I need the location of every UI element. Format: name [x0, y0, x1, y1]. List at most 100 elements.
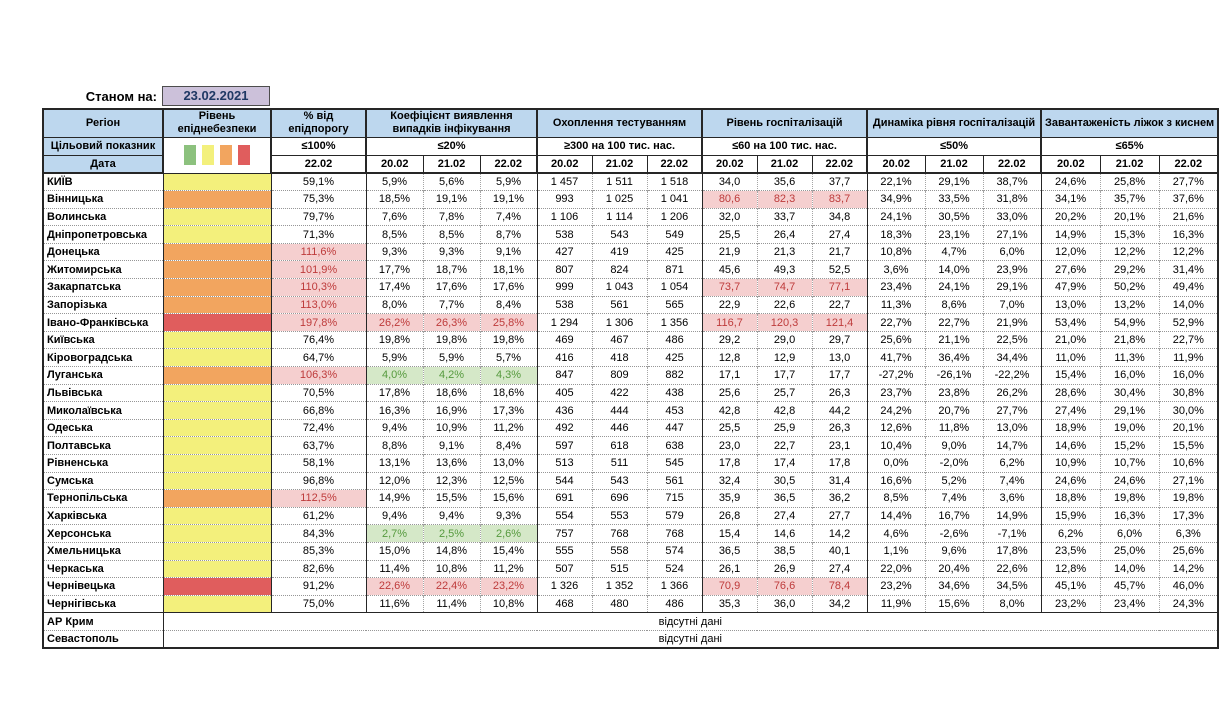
- data-cell: 78,4: [811, 577, 868, 596]
- danger-level-cell: [162, 278, 271, 297]
- data-cell: 25,9: [756, 418, 813, 437]
- data-cell: 18,8%: [1040, 489, 1101, 508]
- data-cell: 45,6: [701, 260, 758, 279]
- data-cell: 17,7: [756, 366, 813, 385]
- header-oxygen-bed-occupancy: Завантаженість ліжок з киснем: [1040, 108, 1219, 138]
- data-cell: 513: [536, 454, 592, 473]
- data-cell: 10,8%: [866, 242, 926, 261]
- data-cell: 23,1%: [924, 225, 984, 244]
- data-cell: 53,4%: [1040, 313, 1101, 332]
- data-cell: 18,1%: [479, 260, 537, 279]
- danger-level-cell: [162, 506, 271, 525]
- danger-level-cell: [162, 454, 271, 473]
- data-cell: 8,7%: [479, 225, 537, 244]
- data-cell: -7,1%: [982, 524, 1042, 543]
- data-cell: 24,2%: [866, 401, 926, 420]
- data-cell: 807: [536, 260, 592, 279]
- data-cell: 22,6%: [365, 577, 423, 596]
- data-cell: 21,3: [756, 242, 813, 261]
- table-row: Чернігівська 75,0% 11,6% 11,4% 10,8% 468 480 48…: [43, 594, 1219, 613]
- data-cell: 106,3%: [270, 366, 366, 385]
- data-cell: 9,3%: [422, 242, 480, 261]
- data-cell: 24,6%: [1099, 471, 1160, 490]
- data-cell: 23,2%: [1040, 594, 1101, 613]
- date-cell: 20.02: [1040, 154, 1101, 174]
- data-cell: 9,3%: [365, 242, 423, 261]
- data-cell: 35,7%: [1099, 190, 1160, 209]
- data-cell: 1 511: [591, 173, 647, 191]
- data-cell: 34,6%: [924, 577, 984, 596]
- data-cell: 45,7%: [1099, 577, 1160, 596]
- as-of-row: Станом на: 23.02.2021: [42, 86, 1219, 106]
- data-cell: 15,6%: [924, 594, 984, 613]
- data-cell: 25,5: [701, 418, 758, 437]
- data-cell: 6,0%: [982, 242, 1042, 261]
- data-cell: 70,9: [701, 577, 758, 596]
- data-cell: 13,0: [811, 348, 868, 367]
- data-cell: 8,8%: [365, 436, 423, 455]
- data-cell: 405: [536, 383, 592, 402]
- data-cell: 10,8%: [479, 594, 537, 613]
- data-cell: 15,6%: [479, 489, 537, 508]
- region-cell: Полтавська: [43, 436, 163, 455]
- header-detection-coefficient: Коефіцієнт виявлення випадків інфікуванн…: [365, 108, 538, 138]
- data-cell: 19,8%: [365, 330, 423, 349]
- data-cell: 82,6%: [270, 559, 366, 578]
- data-cell: 11,9%: [1158, 348, 1219, 367]
- danger-level-cell: [162, 471, 271, 490]
- table-row: Миколаївська 66,8% 16,3% 16,9% 17,3% 436 444 45…: [43, 401, 1219, 420]
- data-cell: 538: [536, 225, 592, 244]
- region-cell: Сумська: [43, 471, 163, 490]
- data-cell: 1 366: [646, 577, 703, 596]
- table-row: Сумська 96,8% 12,0% 12,3% 12,5% 544 543 561 32,4…: [43, 471, 1219, 490]
- data-cell: 15,4: [701, 524, 758, 543]
- data-cell: 638: [646, 436, 703, 455]
- data-cell: 468: [536, 594, 592, 613]
- header-danger-level: Рівень епіднебезпеки: [162, 108, 272, 138]
- data-cell: 14,7%: [982, 436, 1042, 455]
- data-cell: 425: [646, 348, 703, 367]
- region-cell: АР Крим: [43, 612, 163, 631]
- data-cell: 19,0%: [1099, 418, 1160, 437]
- region-cell: Кіровоградська: [43, 348, 163, 367]
- data-cell: 36,2: [811, 489, 868, 508]
- date-cell: 22.02: [479, 154, 538, 174]
- danger-level-cell: [162, 330, 271, 349]
- header-group-row: Регіон Рівень епіднебезпеки % від епідпо…: [42, 108, 1219, 138]
- data-cell: 33,7: [756, 207, 813, 226]
- data-cell: 23,1: [811, 436, 868, 455]
- target-row-label: Цільовий показник: [42, 136, 164, 156]
- data-cell: 29,1%: [924, 173, 984, 191]
- region-cell: Черкаська: [43, 559, 163, 578]
- data-cell: 15,9%: [1040, 506, 1101, 525]
- table-row: Запорізька 113,0% 8,0% 7,7% 8,4% 538 561 565 22,…: [43, 295, 1219, 314]
- date-cell: 21.02: [1099, 154, 1160, 174]
- data-cell: 16,3%: [365, 401, 423, 420]
- data-cell: 7,4%: [924, 489, 984, 508]
- danger-level-legend: [162, 136, 272, 174]
- data-cell: 17,6%: [479, 278, 537, 297]
- table-row: КИЇВ 59,1% 5,9% 5,6% 5,9% 1 457 1 511 1 518 34,0…: [43, 173, 1219, 191]
- data-cell: 116,7: [701, 313, 758, 332]
- data-cell: 12,8: [701, 348, 758, 367]
- data-cell: 17,6%: [422, 278, 480, 297]
- danger-level-cell: [162, 559, 271, 578]
- data-cell: 8,0%: [982, 594, 1042, 613]
- data-cell: 17,7: [811, 366, 868, 385]
- table-row: Полтавська 63,7% 8,8% 9,1% 8,4% 597 618 638 23,0…: [43, 436, 1219, 455]
- data-cell: 8,5%: [866, 489, 926, 508]
- data-cell: 23,9%: [982, 260, 1042, 279]
- data-cell: 12,0%: [1040, 242, 1101, 261]
- data-cell: 16,9%: [422, 401, 480, 420]
- data-cell: 1 041: [646, 190, 703, 209]
- data-cell: 23,8%: [924, 383, 984, 402]
- region-cell: КИЇВ: [47, 176, 73, 189]
- data-cell: 824: [591, 260, 647, 279]
- data-cell: 579: [646, 506, 703, 525]
- data-cell: 14,0%: [924, 260, 984, 279]
- data-cell: 34,8: [811, 207, 868, 226]
- legend-green-square: [184, 145, 196, 165]
- data-cell: 446: [591, 418, 647, 437]
- data-cell: 18,5%: [365, 190, 423, 209]
- data-cell: 14,2: [811, 524, 868, 543]
